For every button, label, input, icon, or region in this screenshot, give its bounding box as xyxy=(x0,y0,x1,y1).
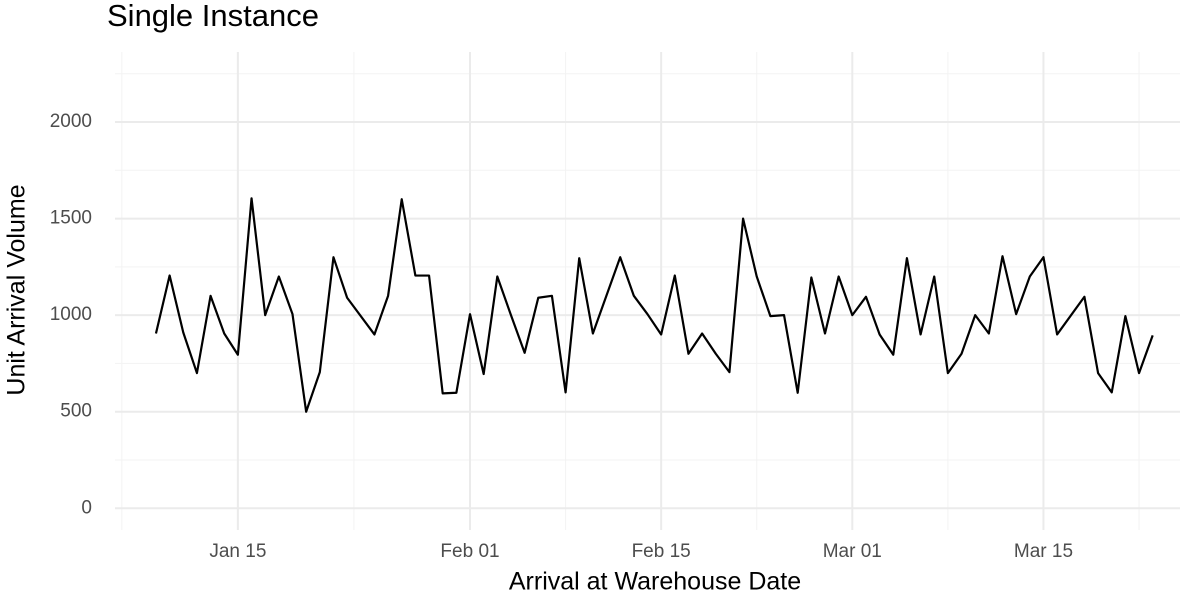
y-tick-label: 2000 xyxy=(50,111,92,132)
x-tick-label: Mar 15 xyxy=(1014,541,1073,562)
x-tick-label: Feb 01 xyxy=(440,541,499,562)
x-tick-label: Mar 01 xyxy=(823,541,882,562)
y-tick-label: 0 xyxy=(81,497,92,518)
x-axis-label: Arrival at Warehouse Date xyxy=(509,568,801,596)
x-tick-label: Feb 15 xyxy=(632,541,691,562)
y-axis-label: Unit Arrival Volume xyxy=(3,184,31,395)
y-tick-label: 1500 xyxy=(50,208,92,229)
y-tick-label: 1000 xyxy=(50,304,92,325)
y-tick-label: 500 xyxy=(60,401,92,422)
data-line xyxy=(154,197,1154,413)
x-tick-label: Jan 15 xyxy=(209,541,266,562)
chart-title: Single Instance xyxy=(107,0,319,33)
plot-area xyxy=(154,197,1154,413)
